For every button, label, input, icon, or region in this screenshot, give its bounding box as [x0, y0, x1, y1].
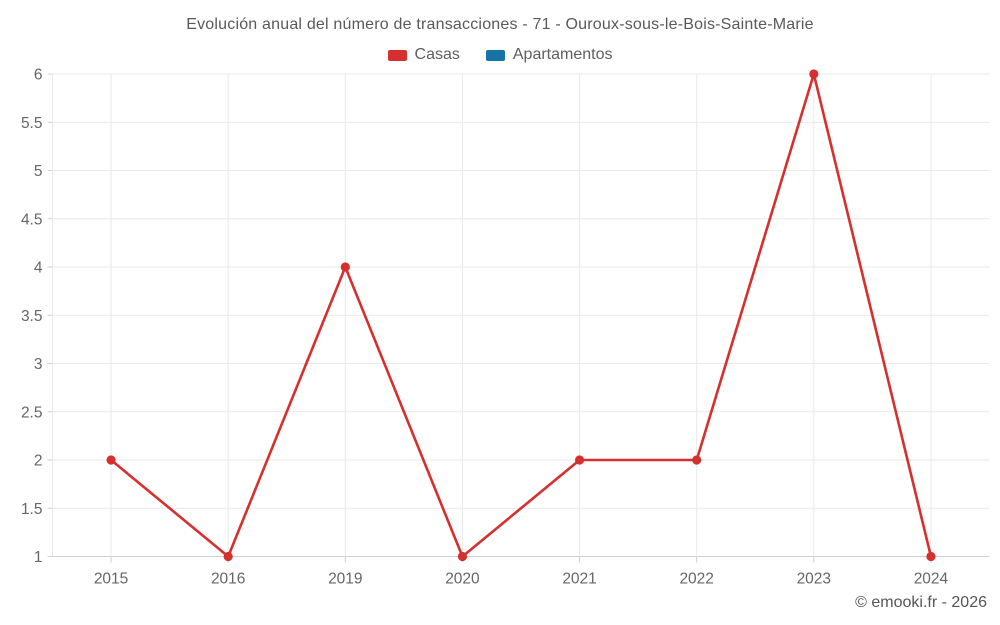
copyright-watermark: © emooki.fr - 2026: [855, 594, 987, 611]
legend-item-casas[interactable]: Casas: [387, 46, 460, 64]
apartamentos-legend-label: Apartamentos: [512, 46, 613, 63]
x-axis-label: 2016: [211, 571, 245, 588]
y-axis-label: 2.5: [21, 404, 43, 421]
chart-title: Evolución anual del número de transaccio…: [186, 16, 814, 33]
data-point-casas[interactable]: [457, 551, 468, 562]
y-axis-label: 1.5: [21, 501, 43, 518]
data-point-casas[interactable]: [340, 262, 350, 272]
data-point-casas[interactable]: [223, 551, 233, 562]
x-axis-label: 2022: [679, 571, 713, 588]
y-axis-label: 2: [34, 453, 43, 470]
data-point-casas[interactable]: [574, 455, 585, 465]
y-axis-label: 1: [34, 549, 43, 566]
data-point-casas[interactable]: [926, 551, 936, 562]
x-axis-label: 2015: [94, 571, 128, 588]
data-point-casas[interactable]: [106, 455, 116, 465]
y-axis-label: 5.5: [21, 115, 43, 132]
x-axis-label: 2021: [562, 571, 596, 588]
apartamentos-legend-swatch-icon: [485, 49, 505, 61]
y-axis-label: 6: [34, 67, 43, 84]
x-axis-label: 2019: [328, 571, 362, 588]
casas-legend-label: Casas: [414, 46, 460, 63]
y-axis-label: 4: [34, 260, 43, 277]
y-axis-label: 5: [34, 163, 43, 180]
y-axis-label: 4.5: [21, 211, 43, 228]
legend-item-apartamentos[interactable]: Apartamentos: [485, 46, 613, 64]
data-point-casas[interactable]: [692, 455, 702, 465]
data-point-casas[interactable]: [809, 69, 819, 79]
x-axis-label: 2024: [914, 571, 949, 588]
y-axis-label: 3.5: [21, 308, 43, 325]
legend: Casas Apartamentos: [0, 46, 1000, 64]
casas-legend-swatch-icon: [387, 49, 407, 61]
series-line-casas: [109, 72, 933, 558]
x-axis-label: 2023: [797, 571, 831, 588]
x-axis-label: 2020: [445, 571, 480, 588]
y-axis-label: 3: [34, 356, 43, 373]
